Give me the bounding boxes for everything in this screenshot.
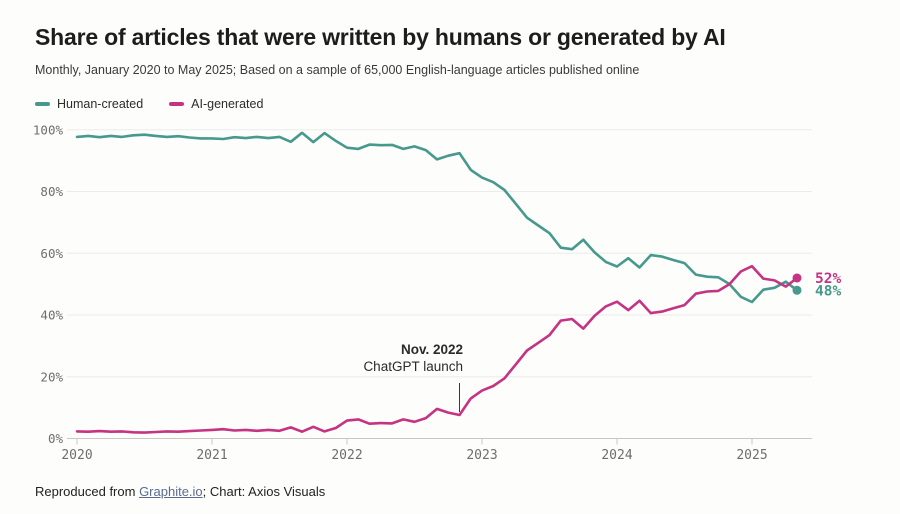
page-title: Share of articles that were written by h… <box>35 24 726 50</box>
y-tick-label: 0% <box>48 431 64 446</box>
legend-label-ai: AI-generated <box>191 97 264 111</box>
y-tick-label: 100% <box>33 122 64 137</box>
ai-line-swatch <box>169 102 185 106</box>
y-tick-label: 40% <box>40 308 63 323</box>
legend-item-ai: AI-generated <box>169 97 263 111</box>
chart-legend: Human-created AI-generated <box>35 97 263 111</box>
graphite-link[interactable]: Graphite.io <box>139 484 203 499</box>
ai-generated-line <box>75 264 799 434</box>
source-credit: Reproduced from Graphite.io; Chart: Axio… <box>35 484 325 499</box>
legend-item-human: Human-created <box>35 97 143 111</box>
x-tick-label: 2023 <box>466 448 497 463</box>
credit-suffix: ; Chart: Axios Visuals <box>202 484 326 499</box>
chart-subtitle: Monthly, January 2020 to May 2025; Based… <box>35 63 640 77</box>
x-tick-label: 2025 <box>736 448 767 463</box>
human-created-line <box>75 131 799 304</box>
annotation-date: Nov. 2022 <box>400 342 463 357</box>
y-tick-label: 80% <box>40 184 63 199</box>
x-tick-label: 2020 <box>61 448 92 463</box>
chatgpt-launch-annotation: Nov. 2022 ChatGPT launch <box>363 341 463 375</box>
x-tick-label: 2022 <box>331 448 362 463</box>
credit-prefix: Reproduced from <box>35 484 140 499</box>
human-line-swatch <box>35 102 50 106</box>
x-tick-label: 2021 <box>196 448 227 463</box>
ai-end-dot <box>792 273 802 283</box>
annotation-text: ChatGPT launch <box>363 359 463 374</box>
human-end-dot <box>792 285 802 295</box>
legend-label-human: Human-created <box>57 97 144 111</box>
x-tick-label: 2024 <box>601 448 632 463</box>
ai-end-label: 52% <box>815 271 841 287</box>
y-tick-label: 20% <box>40 369 63 384</box>
human-end-label: 48% <box>815 283 841 299</box>
y-tick-label: 60% <box>40 246 63 261</box>
